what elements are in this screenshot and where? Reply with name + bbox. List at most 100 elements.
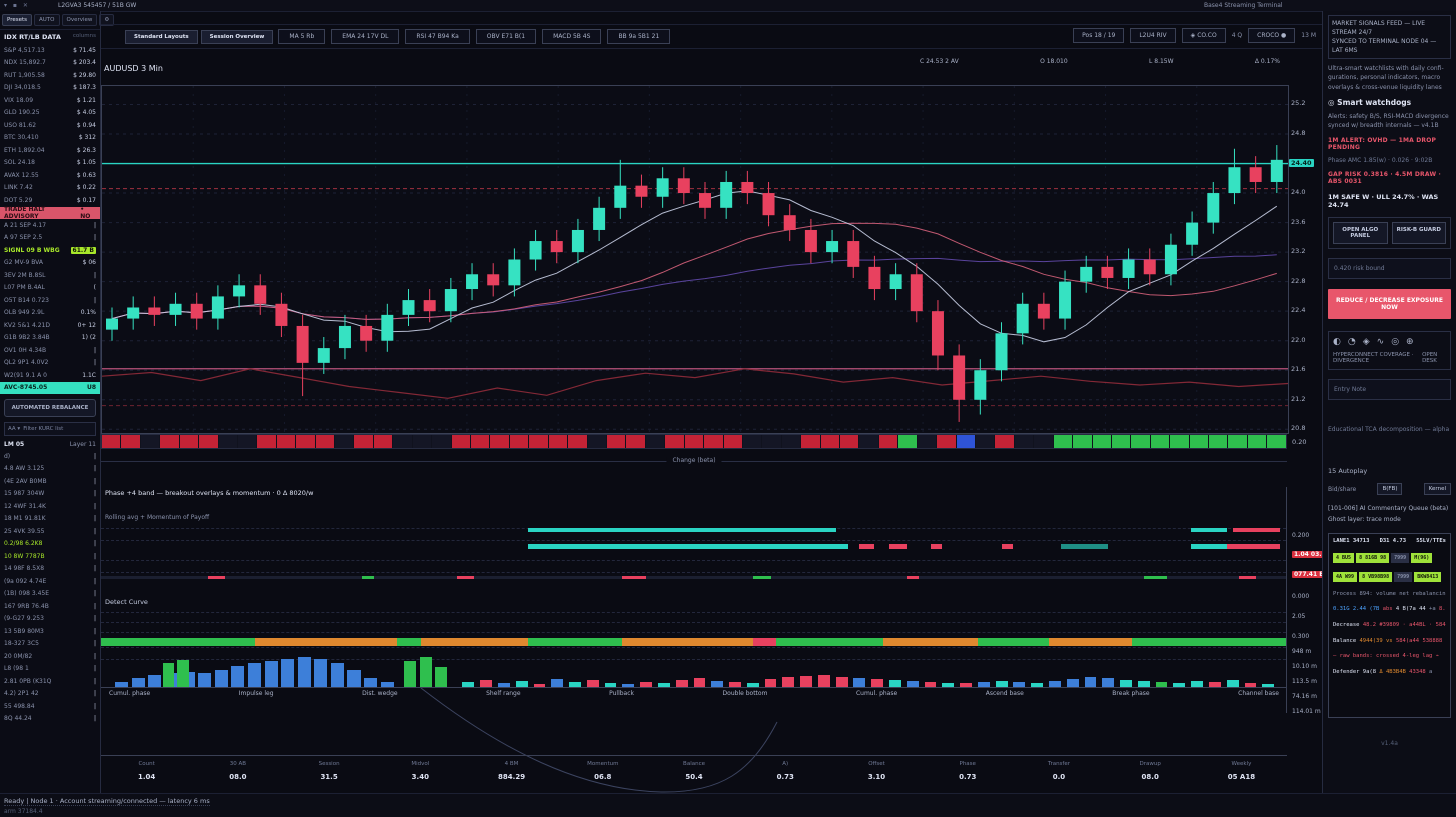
watchlist-row[interactable]: L07 PM B.4AL ( [0,282,100,295]
coverage-icon[interactable]: ◔ [1347,337,1363,348]
watchlist-row[interactable]: NDX 15,892.7 $ 203.4 [0,57,100,70]
compare-button[interactable]: ◈ CO.CO [1181,28,1226,43]
watchlist-filter-input[interactable]: AA ▾ Filter KURC list [4,422,96,436]
coverage-icon[interactable]: ∿ [1376,337,1392,348]
alert-line-2[interactable]: GAP RISK 0.3816 · 4.5M DRAW · ABS 0031 [1328,171,1442,186]
layer-list-item[interactable]: (1B) 098 3.45E | [0,588,100,601]
layer-list-item[interactable]: 13 5B9 80M3 | [0,625,100,638]
watchlist-signal-row[interactable]: SIGNL 09 B WBG 61.7 B [0,244,100,257]
watchlist-selected-row[interactable]: AVC-8745.05 U8 [0,381,100,394]
layer-list-item[interactable]: 2.81 0PB (K31Q | [0,675,100,688]
watchlist-row[interactable]: W2(91 9.1 A 0 1.1C [0,369,100,382]
zoom-control[interactable]: 4 Q [1231,32,1243,39]
regime-segment [752,638,777,646]
watchlist-row[interactable]: A 97 SEP 2.5 | [0,232,100,245]
signal-cell-d [218,435,237,448]
watchlist-row[interactable]: S&P 4,517.13 $ 71.45 [0,44,100,57]
filter-icon[interactable]: ⚙ [99,14,115,26]
watchlist-row[interactable]: LINK 7.42 $ 0.22 [0,182,100,195]
layout-tab[interactable]: Standard Layouts [125,29,198,44]
watchlist-row[interactable]: O5T B14 0.723 | [0,294,100,307]
layer-list-item[interactable]: d) | [0,450,100,463]
toolbar-chip[interactable]: L2U4 RIV [1130,28,1176,43]
candlestick-chart[interactable] [101,85,1289,434]
alert-line-1[interactable]: 1M ALERT: OVHD — 1MA DROP PENDING [1328,137,1437,152]
layer-list-item[interactable]: 14 98F 8.5X8 | [0,563,100,576]
indicator-chip[interactable]: BB 9a 5B1 21 [607,29,671,44]
coverage-icons[interactable]: ◐◔◈∿◎⊕ [1333,337,1446,347]
watchlist-row[interactable]: RUT 1,905.58 $ 29.80 [0,69,100,82]
watchlist-header-columns[interactable]: columns [72,33,96,39]
sidebar-tab-overview[interactable]: Overview [61,14,98,26]
coverage-icon[interactable]: ◎ [1391,337,1407,348]
layer-list-item[interactable]: 10 8W 7787B | [0,550,100,563]
watchlist-row[interactable]: AVAX 12.55 $ 0.63 [0,169,100,182]
time-axis[interactable]: Count 1.04 30 AB 08.0 Session 31.5 Midvol 3.40 4… [101,755,1287,781]
terminal-bar-seg: BKW8413 [1414,571,1442,582]
layer-list-item[interactable]: L8 (98 1 | [0,663,100,676]
rebalance-button[interactable]: AUTOMATED REBALANCE [4,399,96,417]
layer-list-item[interactable]: 4.8 AW 3.125 | [0,463,100,476]
risk-bound-input[interactable]: 0.420 risk bound [1328,258,1451,280]
watchlist-row[interactable]: G1B 9B2 3.84B 1) (2 [0,332,100,345]
signal-terminal[interactable]: LANE1 34713 D31 4.73 55LV/TTEs 4 BU5 8 81… [1328,532,1451,718]
layer-list-item[interactable]: (4E 2AV B0MB | [0,475,100,488]
layer-list-item[interactable]: 12 4WF 31.4K | [0,500,100,513]
indicator-chip[interactable]: EMA 24 17V DL [331,29,400,44]
layer-list-item[interactable]: (9a 092 4.74E | [0,575,100,588]
layer-list-item[interactable]: 167 9RB 76.4B | [0,600,100,613]
watchlist-row[interactable]: BTC 30,410 $ 312 [0,132,100,145]
bid-mode-raw-button[interactable]: B(FB) [1377,483,1403,496]
watchlist-row[interactable]: ETH 1,892.04 $ 26.3 [0,144,100,157]
watchlist-row[interactable]: USO 81.62 $ 0.94 [0,119,100,132]
watchlist-row[interactable]: VIX 18.09 $ 1.21 [0,94,100,107]
indicator-chip[interactable]: MACD 5B 4S [542,29,602,44]
crosshair-toggle[interactable]: CROCO ● [1248,28,1296,43]
coverage-icon[interactable]: ◈ [1362,337,1377,348]
watchlist-row[interactable]: G2 MV-9 BVA $ 06 [0,257,100,270]
watchlist-row[interactable]: SOL 24.18 $ 1.05 [0,157,100,170]
signal-strip[interactable] [101,434,1287,449]
watchlist-row[interactable]: 3EV 2M B.8SL | [0,269,100,282]
smart-watchdogs-row[interactable]: ◎ Smart watchdogs [1328,98,1451,107]
watchlist-row[interactable]: KV2 5&1 4.21D 0+ 12 [0,319,100,332]
reduce-exposure-button[interactable]: REDUCE / DECREASE EXPOSURE NOW [1328,289,1451,320]
analytics-panel[interactable]: Phase +4 band — breakout overlays & mome… [101,487,1287,713]
watchlist-alert-row[interactable]: TRADE HALT ADVISORY • NO [0,206,100,220]
algo-panel-button[interactable]: OPEN ALGO PANEL [1333,222,1388,245]
watchlist-row[interactable]: GLD 190.25 $ 4.05 [0,107,100,120]
watchlist-row[interactable]: DJI 34,018.5 $ 187.3 [0,82,100,95]
watchlist-row[interactable]: QL2 9P1 4.0V2 | [0,357,100,370]
toolbar-chip[interactable]: Pos 18 / 19 [1073,28,1125,43]
risk-guard-button[interactable]: RISK-B GUARD [1391,222,1446,245]
panel-divider[interactable]: Change (beta) [101,457,1287,464]
layer-list-item[interactable]: (9-G27 9.253 | [0,613,100,626]
layer-list-item[interactable]: 20 0M/82 | [0,650,100,663]
timeframe-label[interactable]: 13 M [1301,32,1316,39]
layer-list-item[interactable]: 18-327 3C5 | [0,638,100,651]
open-desk-link[interactable]: OPEN DESK [1422,352,1438,365]
coverage-icon[interactable]: ◐ [1333,337,1348,348]
watchlist-row[interactable]: A 21 SEP 4.17 | [0,219,100,232]
price-axis[interactable]: 25.2 24.8 24.40 24.0 23.6 23.2 22.8 22.4 22.0 21.… [1289,85,1322,432]
layer-list-item[interactable]: 55 498.84 | [0,700,100,713]
layer-list-item[interactable]: 15 987 304W | [0,488,100,501]
sidebar-tab-auto[interactable]: AUTO [34,14,60,26]
bid-mode-kernel-button[interactable]: Kernel [1423,483,1451,496]
layer-list-item[interactable]: 25 4VK 39.55 | [0,525,100,538]
indicator-chip[interactable]: OBV E71 B(1 [475,29,537,44]
layer-list-item[interactable]: 8Q 44.24 | [0,713,100,726]
watchlist-row[interactable]: OLB 949 2.9L 0.1% [0,307,100,320]
coverage-icon[interactable]: ⊕ [1406,337,1421,348]
watchlist-row[interactable]: OV1 0H 4.34B | [0,344,100,357]
indicator-chip[interactable]: MA 5 Rb [278,29,326,44]
layout-tab[interactable]: Session Overview [200,29,274,44]
layer-list-item[interactable]: 0.2/98 6.2K8 | [0,538,100,551]
layer-list-item[interactable]: 18 M1 91.81K | [0,513,100,526]
layer-list-item[interactable]: 4.2) 2P1 42 | [0,688,100,701]
watchlist-row[interactable]: DOT 5.29 $ 0.17 [0,194,100,207]
indicator-chip[interactable]: RSI 47 B94 Ka [405,29,470,44]
window-controls[interactable]: ▾ ▪ ✕ [4,2,30,9]
entry-note-input[interactable]: Entry Note [1328,379,1451,401]
sidebar-tab-presets[interactable]: Presets [2,14,33,26]
